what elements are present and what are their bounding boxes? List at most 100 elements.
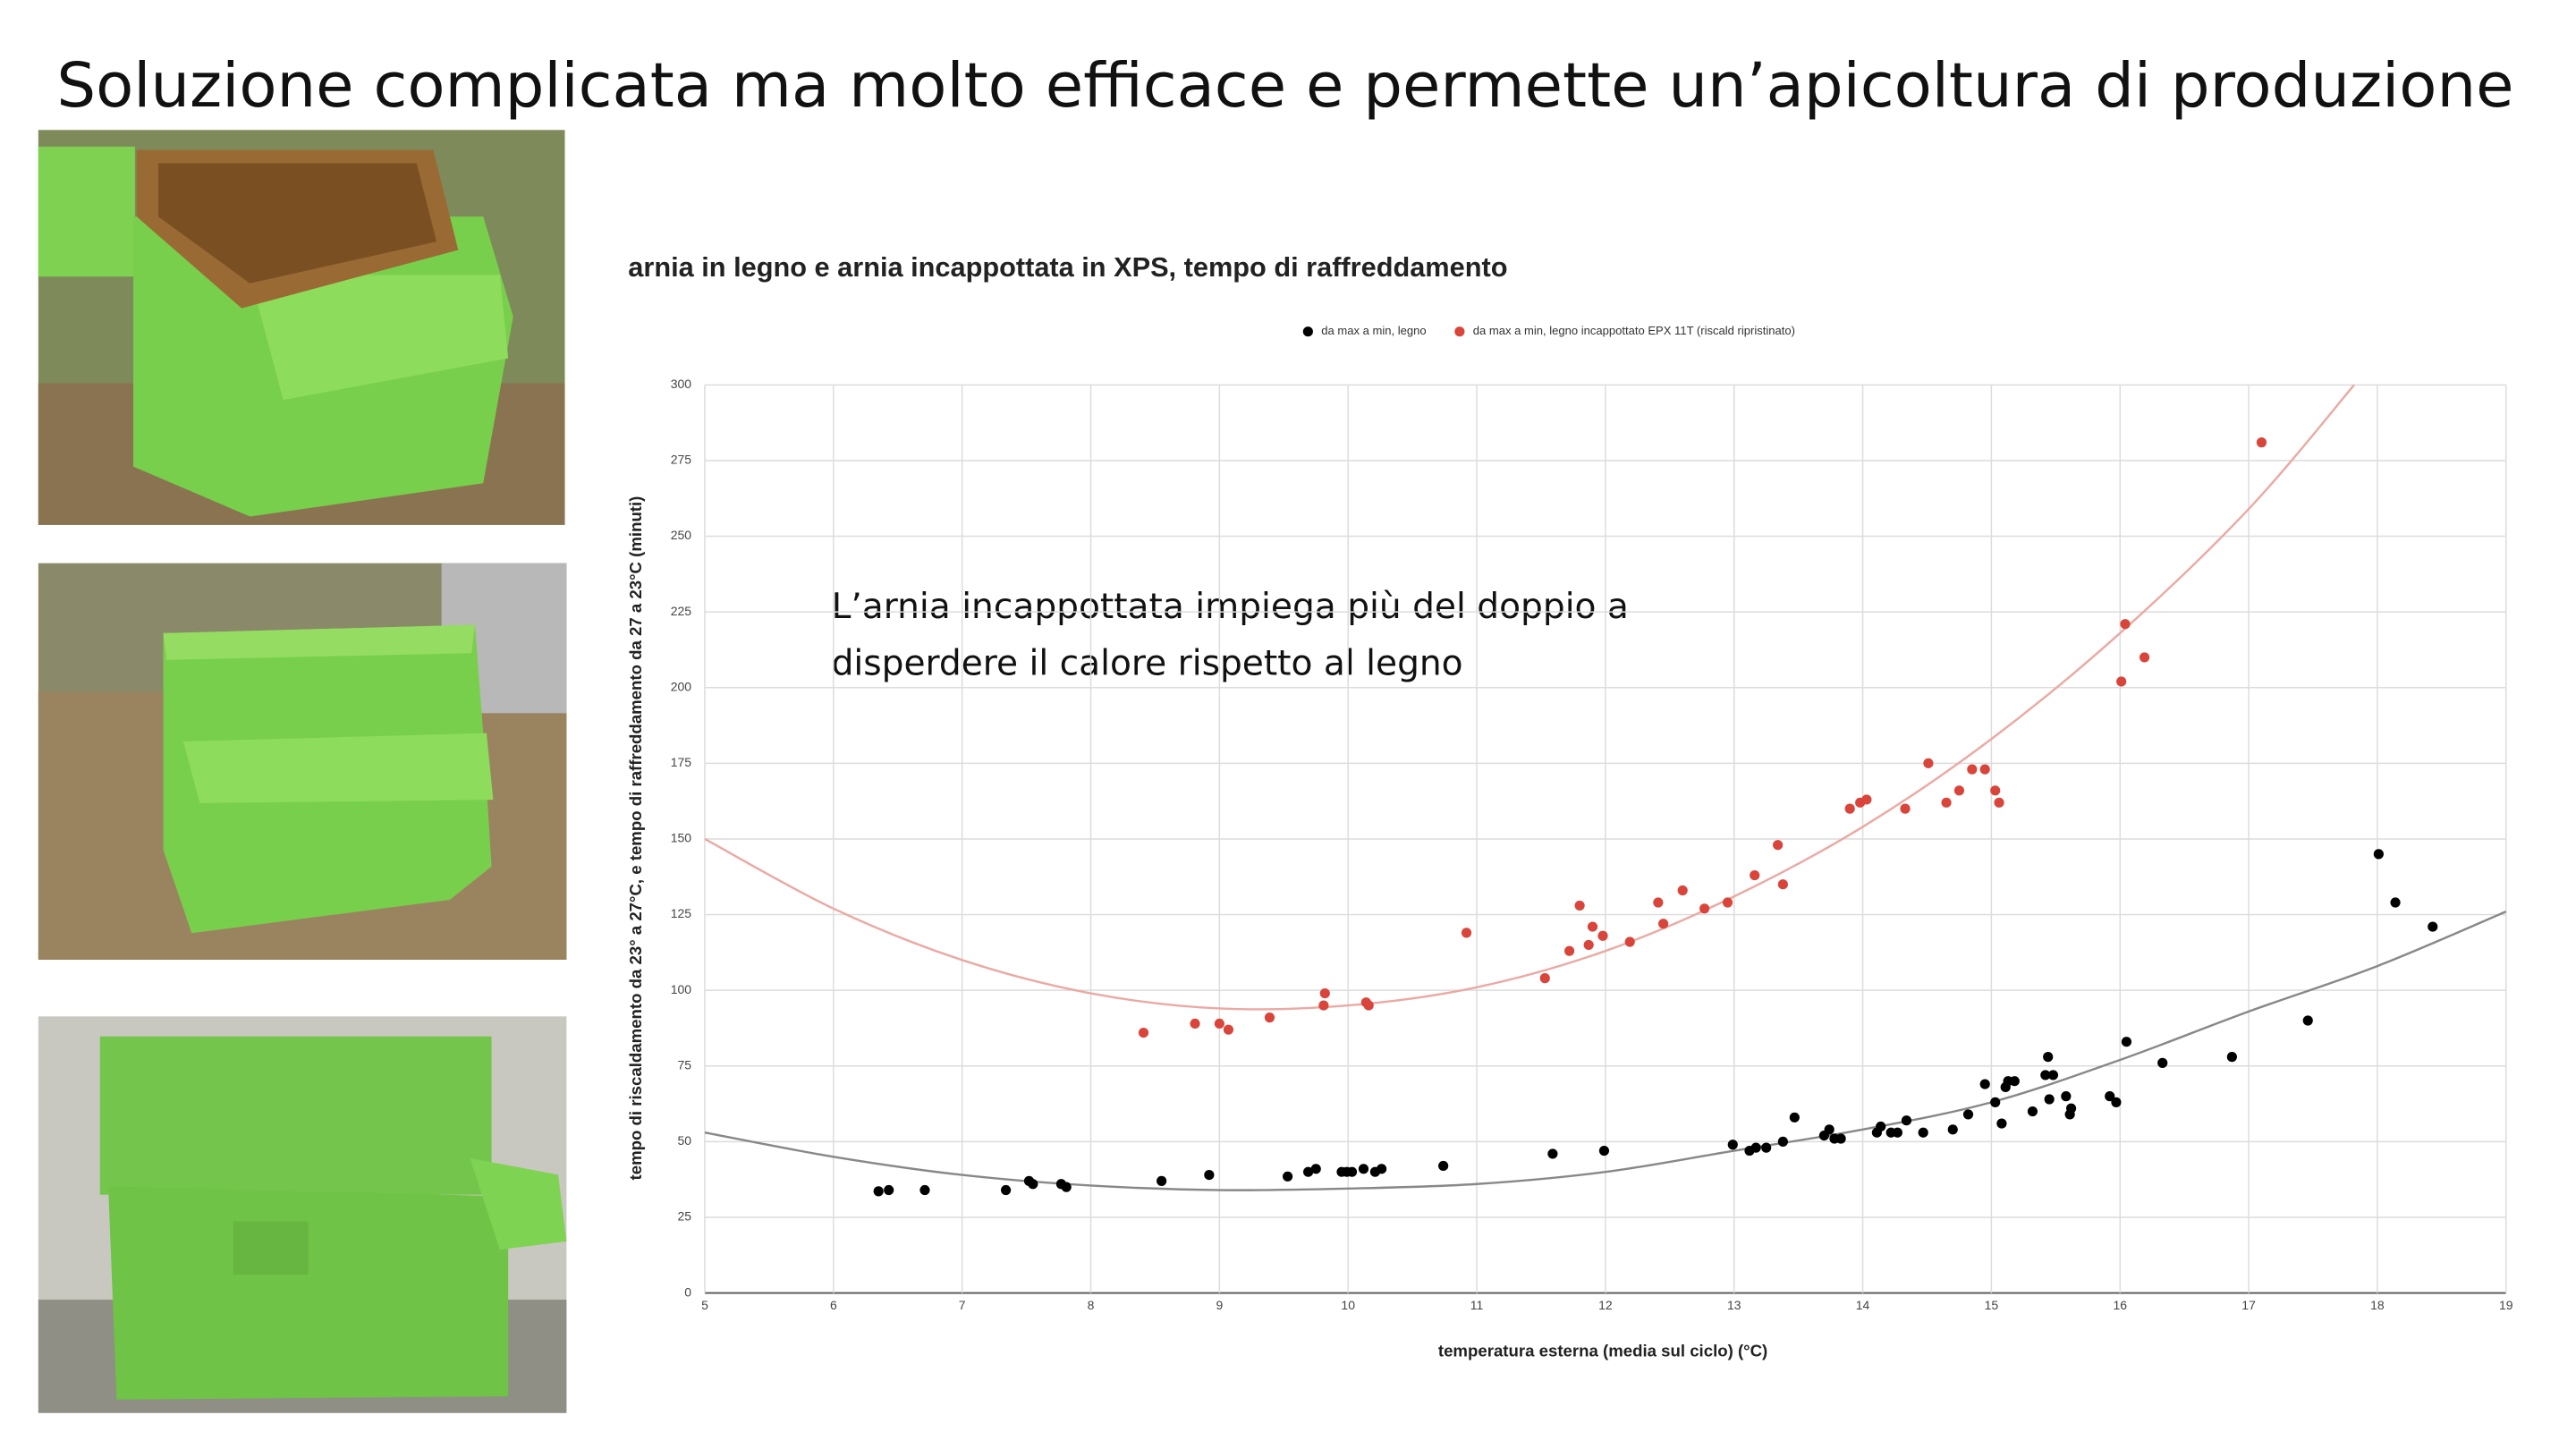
data-point [2061, 1091, 2072, 1102]
legend-marker [1302, 326, 1313, 337]
data-point [1861, 794, 1872, 805]
y-tick-label: 125 [671, 906, 692, 920]
y-tick-label: 25 [678, 1209, 692, 1224]
data-point [1214, 1018, 1224, 1029]
x-tick-label: 18 [2370, 1298, 2385, 1312]
y-tick-label: 300 [671, 377, 692, 391]
data-point [1750, 869, 1760, 881]
x-tick-label: 7 [959, 1298, 966, 1312]
y-tick-label: 150 [671, 831, 692, 845]
data-point [1967, 764, 1978, 775]
slide-title: Soluzione complicata ma molto efficace e… [56, 50, 2513, 122]
data-point [2044, 1094, 2055, 1105]
data-point [1722, 897, 1733, 908]
legend-label: da max a min, legno [1321, 324, 1426, 337]
data-point [1994, 797, 2004, 808]
x-tick-label: 14 [1856, 1298, 1870, 1312]
data-point [1461, 928, 1472, 938]
x-tick-label: 9 [1216, 1298, 1223, 1312]
data-point [2373, 849, 2384, 860]
y-tick-label: 275 [671, 453, 692, 467]
data-point [1061, 1182, 1072, 1192]
data-point [1653, 897, 1664, 908]
annotation: disperdere il calore rispetto al legno [832, 643, 1463, 683]
y-tick-label: 50 [678, 1133, 692, 1148]
data-point [1923, 758, 1934, 768]
data-point [2105, 1091, 2115, 1102]
trendline [704, 384, 2355, 1011]
data-point [1574, 900, 1585, 911]
data-point [1761, 1142, 1772, 1153]
x-tick-label: 12 [1598, 1298, 1613, 1312]
data-point [2043, 1052, 2054, 1063]
data-point [2040, 1070, 2051, 1080]
data-point [1363, 1000, 1374, 1011]
data-point [1157, 1175, 1167, 1186]
data-point [1979, 764, 1990, 775]
y-tick-label: 225 [671, 604, 692, 618]
data-point [1318, 1000, 1329, 1011]
plot: da max a min, legno da max a min, legno i… [704, 324, 2507, 1197]
y-tick-label: 100 [671, 982, 692, 996]
data-point [1900, 803, 1911, 814]
data-point [2120, 619, 2131, 630]
photo [38, 130, 565, 525]
data-point [1624, 936, 1635, 947]
data-point [1777, 1136, 1788, 1147]
y-axis-label: tempo di riscaldamento da 23° a 27°C, e … [626, 496, 645, 1181]
data-point [1953, 785, 1965, 796]
trendline [704, 911, 2507, 1191]
data-point [1547, 1148, 1558, 1159]
data-point [1789, 1112, 1800, 1123]
x-tick-label: 6 [830, 1298, 837, 1312]
data-point [1941, 797, 1952, 808]
data-point [873, 1186, 884, 1197]
data-point [1892, 1127, 1902, 1138]
data-point [2390, 897, 2401, 908]
data-point [1901, 1115, 1912, 1126]
data-point [1564, 945, 1575, 956]
data-point [1190, 1018, 1200, 1029]
data-point [1777, 879, 1788, 890]
data-point [1204, 1170, 1215, 1181]
y-tick-label: 250 [671, 528, 692, 542]
data-point [2157, 1057, 2168, 1068]
data-point [1990, 1097, 2001, 1107]
data-point [1597, 930, 1608, 941]
x-tick-label: 13 [1727, 1298, 1741, 1312]
x-tick-label: 15 [1985, 1298, 1999, 1312]
data-point [2226, 1052, 2237, 1063]
data-point [1918, 1127, 1928, 1138]
data-point [1223, 1024, 1234, 1035]
data-point [2065, 1103, 2077, 1114]
data-point [1699, 903, 1710, 914]
data-point [2027, 1106, 2038, 1117]
data-point [1835, 1133, 1846, 1144]
data-point [1990, 785, 2001, 796]
x-tick-label: 16 [2113, 1298, 2127, 1312]
data-point [1598, 1145, 1610, 1157]
photo [38, 563, 567, 961]
x-tick-label: 8 [1088, 1298, 1095, 1312]
x-tick-label: 19 [2499, 1298, 2513, 1312]
data-point [1727, 1140, 1738, 1150]
data-point [1283, 1171, 1293, 1182]
data-point [1677, 885, 1688, 896]
data-point [1310, 1164, 1321, 1174]
data-point [1346, 1166, 1358, 1177]
grid: 0 25 50 75 100 125 150 175 200 225 250 275 300 5 6 7 8 9 1… [671, 377, 2513, 1312]
data-point [2256, 437, 2267, 448]
data-point [2302, 1015, 2313, 1026]
y-tick-label: 175 [671, 755, 692, 769]
data-point [1962, 1109, 1974, 1120]
x-tick-label: 11 [1470, 1298, 1484, 1312]
data-point [1658, 919, 1669, 929]
data-point [1979, 1079, 1990, 1089]
data-point [1377, 1164, 1387, 1174]
data-point [2121, 1037, 2132, 1047]
x-axis-label: temperatura esterna (media sul ciclo) (°… [1438, 1341, 1767, 1360]
x-tick-label: 10 [1341, 1298, 1355, 1312]
data-point [1947, 1124, 1958, 1135]
